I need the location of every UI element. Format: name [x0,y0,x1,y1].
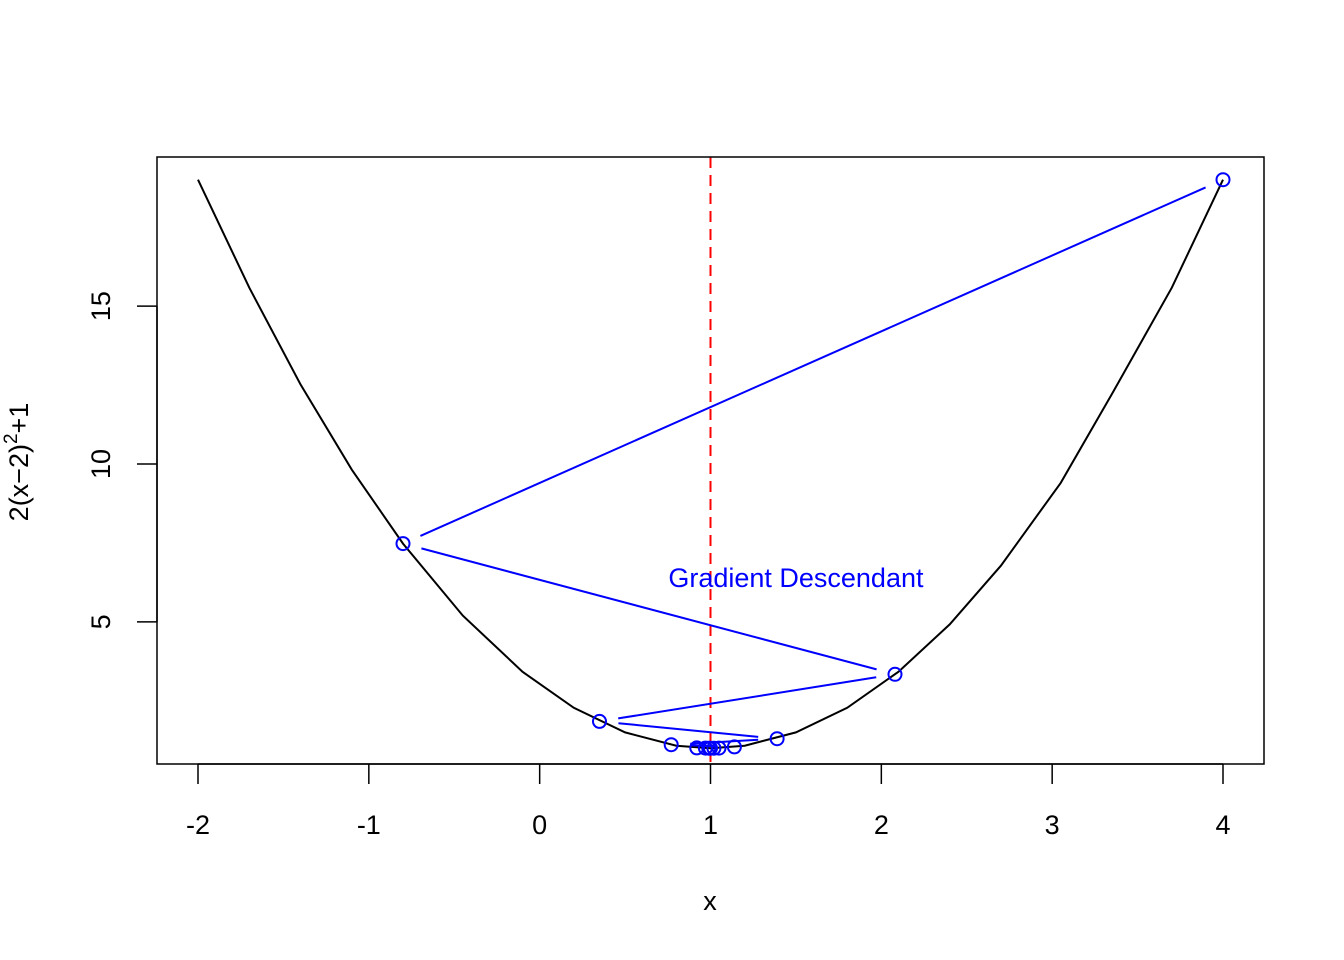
descent-step-segment [421,547,877,671]
y-axis-label-base: 2(x−2) [4,444,34,521]
y-axis: 5 10 15 [86,291,158,629]
x-tick-label: -1 [357,810,381,840]
x-axis: -2 -1 0 1 2 3 4 [186,763,1231,840]
function-curve-line [197,179,1224,750]
y-axis-label-tail: +1 [4,403,34,434]
descent-point-marker [663,737,679,753]
x-tick-label: 2 [874,810,889,840]
descent-point-marker [887,666,903,682]
y-tick-label: 10 [86,449,116,479]
descent-point-marker [395,536,411,552]
gradient-descent-annotation: Gradient Descendant [668,563,924,593]
x-tick-label: 1 [703,810,718,840]
descent-point-marker [1215,172,1231,188]
descent-point-marker [769,731,785,747]
descent-point-marker [703,740,718,756]
x-tick-label: 0 [532,810,547,840]
x-tick-label: -2 [186,810,210,840]
annotation-layer: Gradient Descendant [668,563,924,593]
descent-step-segment [618,676,877,720]
descent-point-marker [592,713,607,729]
y-axis-label-exponent: 2 [1,433,22,444]
descent-points-layer [395,172,1231,756]
y-axis-label: 2(x−2)2+1 [1,403,34,522]
x-tick-label: 3 [1045,810,1060,840]
y-tick-label: 15 [86,291,116,321]
x-axis-label: x [703,886,717,916]
y-tick-label: 5 [86,614,116,629]
descent-step-segment [618,722,759,738]
x-tick-label: 4 [1215,810,1230,840]
function-curve-layer [197,179,1224,750]
descent-step-segment [419,186,1207,537]
descent-point-marker [726,739,742,755]
